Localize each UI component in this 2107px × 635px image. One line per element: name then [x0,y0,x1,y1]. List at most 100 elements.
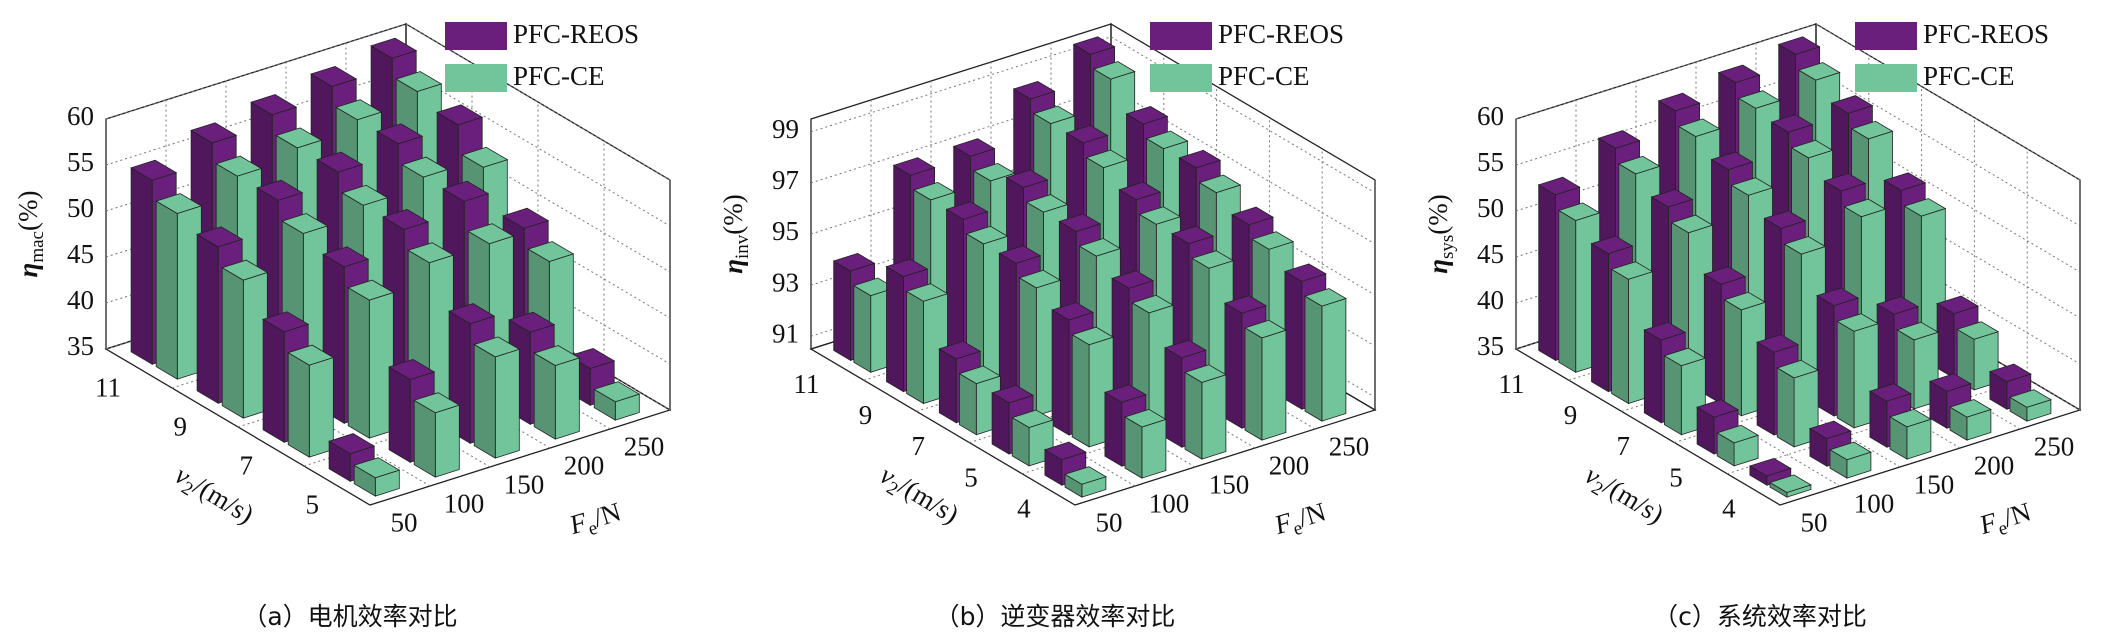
bar-top [1085,149,1129,169]
bar-front [1141,418,1167,479]
bar-top [401,156,449,178]
caption: （b）逆变器效率对比 [935,602,1176,631]
z-tick-label: 40 [67,285,94,315]
bar-top [885,258,929,278]
bar-front [1321,297,1347,422]
bar-top [256,179,304,201]
bar-top [1072,36,1116,55]
z-axis-label-symbol: η [718,259,748,274]
bar-top [1876,296,1919,315]
bar [1949,399,1992,441]
bar-top [1889,408,1932,428]
y-tick-label: 5 [1669,462,1683,492]
y-axis-label: v2/(m/s) [872,460,964,534]
bar-top [328,433,376,455]
bar-top [215,155,263,177]
bar-side [1936,302,1955,379]
x-tick-label: 200 [1269,451,1310,481]
x-tick-label: 150 [1209,470,1250,500]
x-tick-label: 200 [1974,451,2015,481]
legend-label: PFC-CE [1923,61,2015,91]
bar-top [1823,172,1867,192]
bar-top [1830,95,1874,114]
bar-top [1883,172,1927,191]
bar-top [1537,176,1581,196]
bar-top [376,123,424,145]
bar-top [1657,92,1701,112]
bar-top [502,207,550,229]
bar-top [998,245,1042,264]
bar-top [196,226,244,248]
bar-side [906,290,924,405]
bar-side [388,366,411,464]
bar-top [1737,90,1781,109]
panel: 354045505560ηmac(%)1197550100150200250v2… [13,19,672,631]
bar-side [958,372,977,436]
bar-top [1283,263,1327,282]
bar-top [1011,409,1055,428]
bar-top [1748,457,1792,477]
bar-side [221,267,244,419]
bar-side [1124,416,1143,479]
z-axis-label: ηinv(%) [718,194,753,274]
bar [533,345,581,440]
bar-top [905,283,949,302]
legend-label: PFC-CE [513,61,605,91]
z-tick-label: 55 [67,147,94,177]
bar-top [1770,114,1814,133]
y-tick-label: 5 [964,462,978,492]
z-axis-label-subscript: mac [27,231,48,263]
legend-swatch [1855,64,1917,92]
z-tick-label: 50 [67,193,94,223]
bar-top [938,340,982,360]
z-tick-label: 40 [1477,285,1504,315]
bar-top [1065,124,1109,144]
caption: （a）电机效率对比 [242,602,457,631]
bar-top [1018,269,1062,289]
bar-top [1590,235,1634,255]
bar [1244,319,1287,441]
z-tick-label: 35 [1477,331,1504,361]
y-tick-label: 4 [1017,494,1031,524]
bar-top [1131,294,1175,314]
bar-top [1231,206,1274,226]
bar [1124,408,1167,479]
bar-top [250,94,298,116]
bar-top [1949,399,1992,418]
bar-top [1769,474,1812,493]
legend-swatch [1150,64,1212,92]
x-axis-label: Fe/N [1270,496,1331,545]
bar-top [130,159,178,181]
bar-top [1244,319,1287,339]
bar-side [1703,273,1722,405]
bar-top [958,365,1002,385]
bar-side [833,260,852,362]
z-axis-label-symbol: η [1423,259,1453,274]
y-tick-label: 9 [859,400,873,430]
bar-top [533,345,581,366]
bar-side [155,200,178,380]
bar-top [1111,270,1154,289]
bar-top [527,241,575,262]
bar-top [1557,202,1601,221]
z-axis-label-subscript: inv [732,234,753,259]
y-tick-label: 11 [95,373,121,403]
bar [353,457,401,497]
bar-side [1836,320,1855,429]
bar-top [1836,313,1880,332]
bar-side [1611,268,1629,405]
y-tick-label: 5 [306,490,320,520]
x-tick-label: 150 [504,470,545,500]
x-tick-label: 100 [444,489,485,519]
bar-top [2009,389,2052,408]
y-axis-label-suffix: /(m/s) [1598,471,1669,530]
bar-side [1051,309,1070,436]
x-axis-label: Fe/N [1975,496,2036,545]
bar-top [1198,174,1242,194]
y-tick-label: 7 [240,451,254,481]
bar-side [1558,209,1577,374]
bar-top [467,223,515,245]
z-axis-label: ηsys(%) [1423,194,1458,274]
bar-side [130,167,153,366]
